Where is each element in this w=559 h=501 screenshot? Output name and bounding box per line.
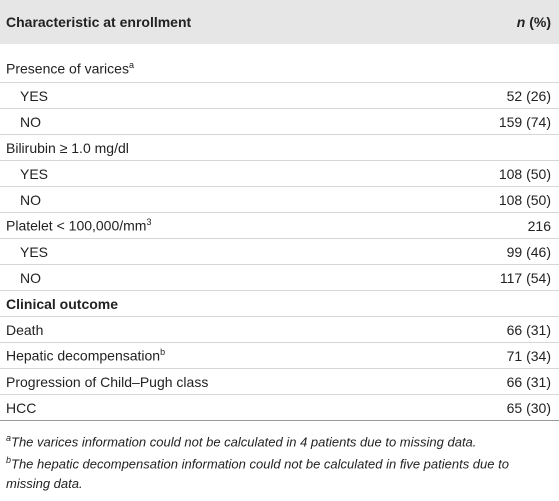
superscript: b bbox=[160, 347, 166, 358]
table-row: Presence of varicesa bbox=[0, 44, 559, 83]
row-label: NO bbox=[6, 270, 41, 286]
header-cell: n (%) bbox=[517, 14, 551, 30]
table-row: YES 99 (46) bbox=[0, 239, 559, 265]
table-row: YES 52 (26) bbox=[0, 83, 559, 109]
label-text: NO bbox=[20, 269, 41, 286]
label-text: Progression of Child–Pugh class bbox=[6, 373, 209, 390]
row-value: 216 bbox=[527, 217, 551, 234]
footnote: bThe hepatic decompensation information … bbox=[0, 451, 559, 492]
row-label: Bilirubin ≥ 1.0 mg/dl bbox=[6, 140, 129, 156]
table-row: NO 159 (74) bbox=[0, 109, 559, 135]
label-text: Presence of varices bbox=[6, 61, 129, 77]
label-text: YES bbox=[20, 243, 49, 260]
label-text: YES bbox=[20, 165, 49, 182]
row-value: 108 (50) bbox=[498, 191, 551, 208]
row-label: Hepatic decompensationb bbox=[6, 347, 165, 364]
label-text: Death bbox=[6, 321, 44, 338]
row-label: Platelet < 100,000/mm3 bbox=[6, 217, 152, 234]
table-row: YES 108 (50) bbox=[0, 161, 559, 187]
row-value: 117 (54) bbox=[499, 269, 551, 286]
header-row: Characteristic at enrollment n (%) bbox=[0, 0, 559, 44]
table-row: HCC 65 (30) bbox=[0, 395, 559, 421]
row-label: YES bbox=[6, 166, 48, 182]
row-label: Progression of Child–Pugh class bbox=[6, 374, 208, 390]
row-label: YES bbox=[6, 88, 48, 104]
row-value: 65 (30) bbox=[506, 399, 551, 416]
row-value: 52 (26) bbox=[506, 87, 551, 104]
label-text: Bilirubin ≥ 1.0 mg/dl bbox=[6, 139, 129, 156]
label-text: YES bbox=[20, 87, 49, 104]
table-row: NO 117 (54) bbox=[0, 265, 559, 291]
superscript: a bbox=[128, 60, 134, 71]
label-text: Hepatic decompensation bbox=[6, 347, 161, 364]
table-row: Platelet < 100,000/mm3 216 bbox=[0, 213, 559, 239]
row-label: NO bbox=[6, 114, 41, 130]
label-text: NO bbox=[20, 191, 41, 208]
row-value: 159 (74) bbox=[498, 113, 551, 130]
row-label: Presence of varicesa bbox=[6, 60, 134, 77]
row-label: YES bbox=[6, 244, 48, 260]
footnote-text: The hepatic decompensation information c… bbox=[6, 456, 509, 491]
row-label: HCC bbox=[6, 400, 36, 416]
section-row: Clinical outcome bbox=[0, 291, 559, 317]
footnote: aThe varices information could not be ca… bbox=[0, 429, 559, 451]
label-text: NO bbox=[20, 113, 41, 130]
header-pct: (%) bbox=[529, 14, 551, 30]
header-n: n bbox=[516, 14, 526, 30]
row-value: 66 (31) bbox=[506, 321, 551, 338]
superscript: 3 bbox=[146, 217, 152, 228]
footnote-mark: a bbox=[6, 433, 12, 443]
footnotes: aThe varices information could not be ca… bbox=[0, 429, 559, 493]
table-row: NO 108 (50) bbox=[0, 187, 559, 213]
label-text: Platelet < 100,000/mm bbox=[6, 217, 147, 234]
row-value: 108 (50) bbox=[498, 165, 551, 182]
footnote-mark: b bbox=[6, 455, 12, 466]
label-text: HCC bbox=[6, 399, 37, 416]
table-row: Hepatic decompensationb 71 (34) bbox=[0, 343, 559, 369]
header-cell: Characteristic at enrollment bbox=[6, 14, 192, 30]
table-row: Progression of Child–Pugh class 66 (31) bbox=[0, 369, 559, 395]
footnote-text: The varices information could not be cal… bbox=[11, 434, 477, 450]
section-title: Clinical outcome bbox=[6, 295, 119, 312]
row-label: Death bbox=[6, 322, 43, 338]
table-row: Death 66 (31) bbox=[0, 317, 559, 343]
table-body: Presence of varicesa YES 52 (26) NO 159 (74)… bbox=[0, 44, 559, 421]
row-value: 66 (31) bbox=[506, 373, 551, 390]
row-label: NO bbox=[6, 192, 41, 208]
table-row: Bilirubin ≥ 1.0 mg/dl bbox=[0, 135, 559, 161]
row-value: 71 (34) bbox=[506, 347, 551, 364]
row-value: 99 (46) bbox=[506, 243, 551, 260]
